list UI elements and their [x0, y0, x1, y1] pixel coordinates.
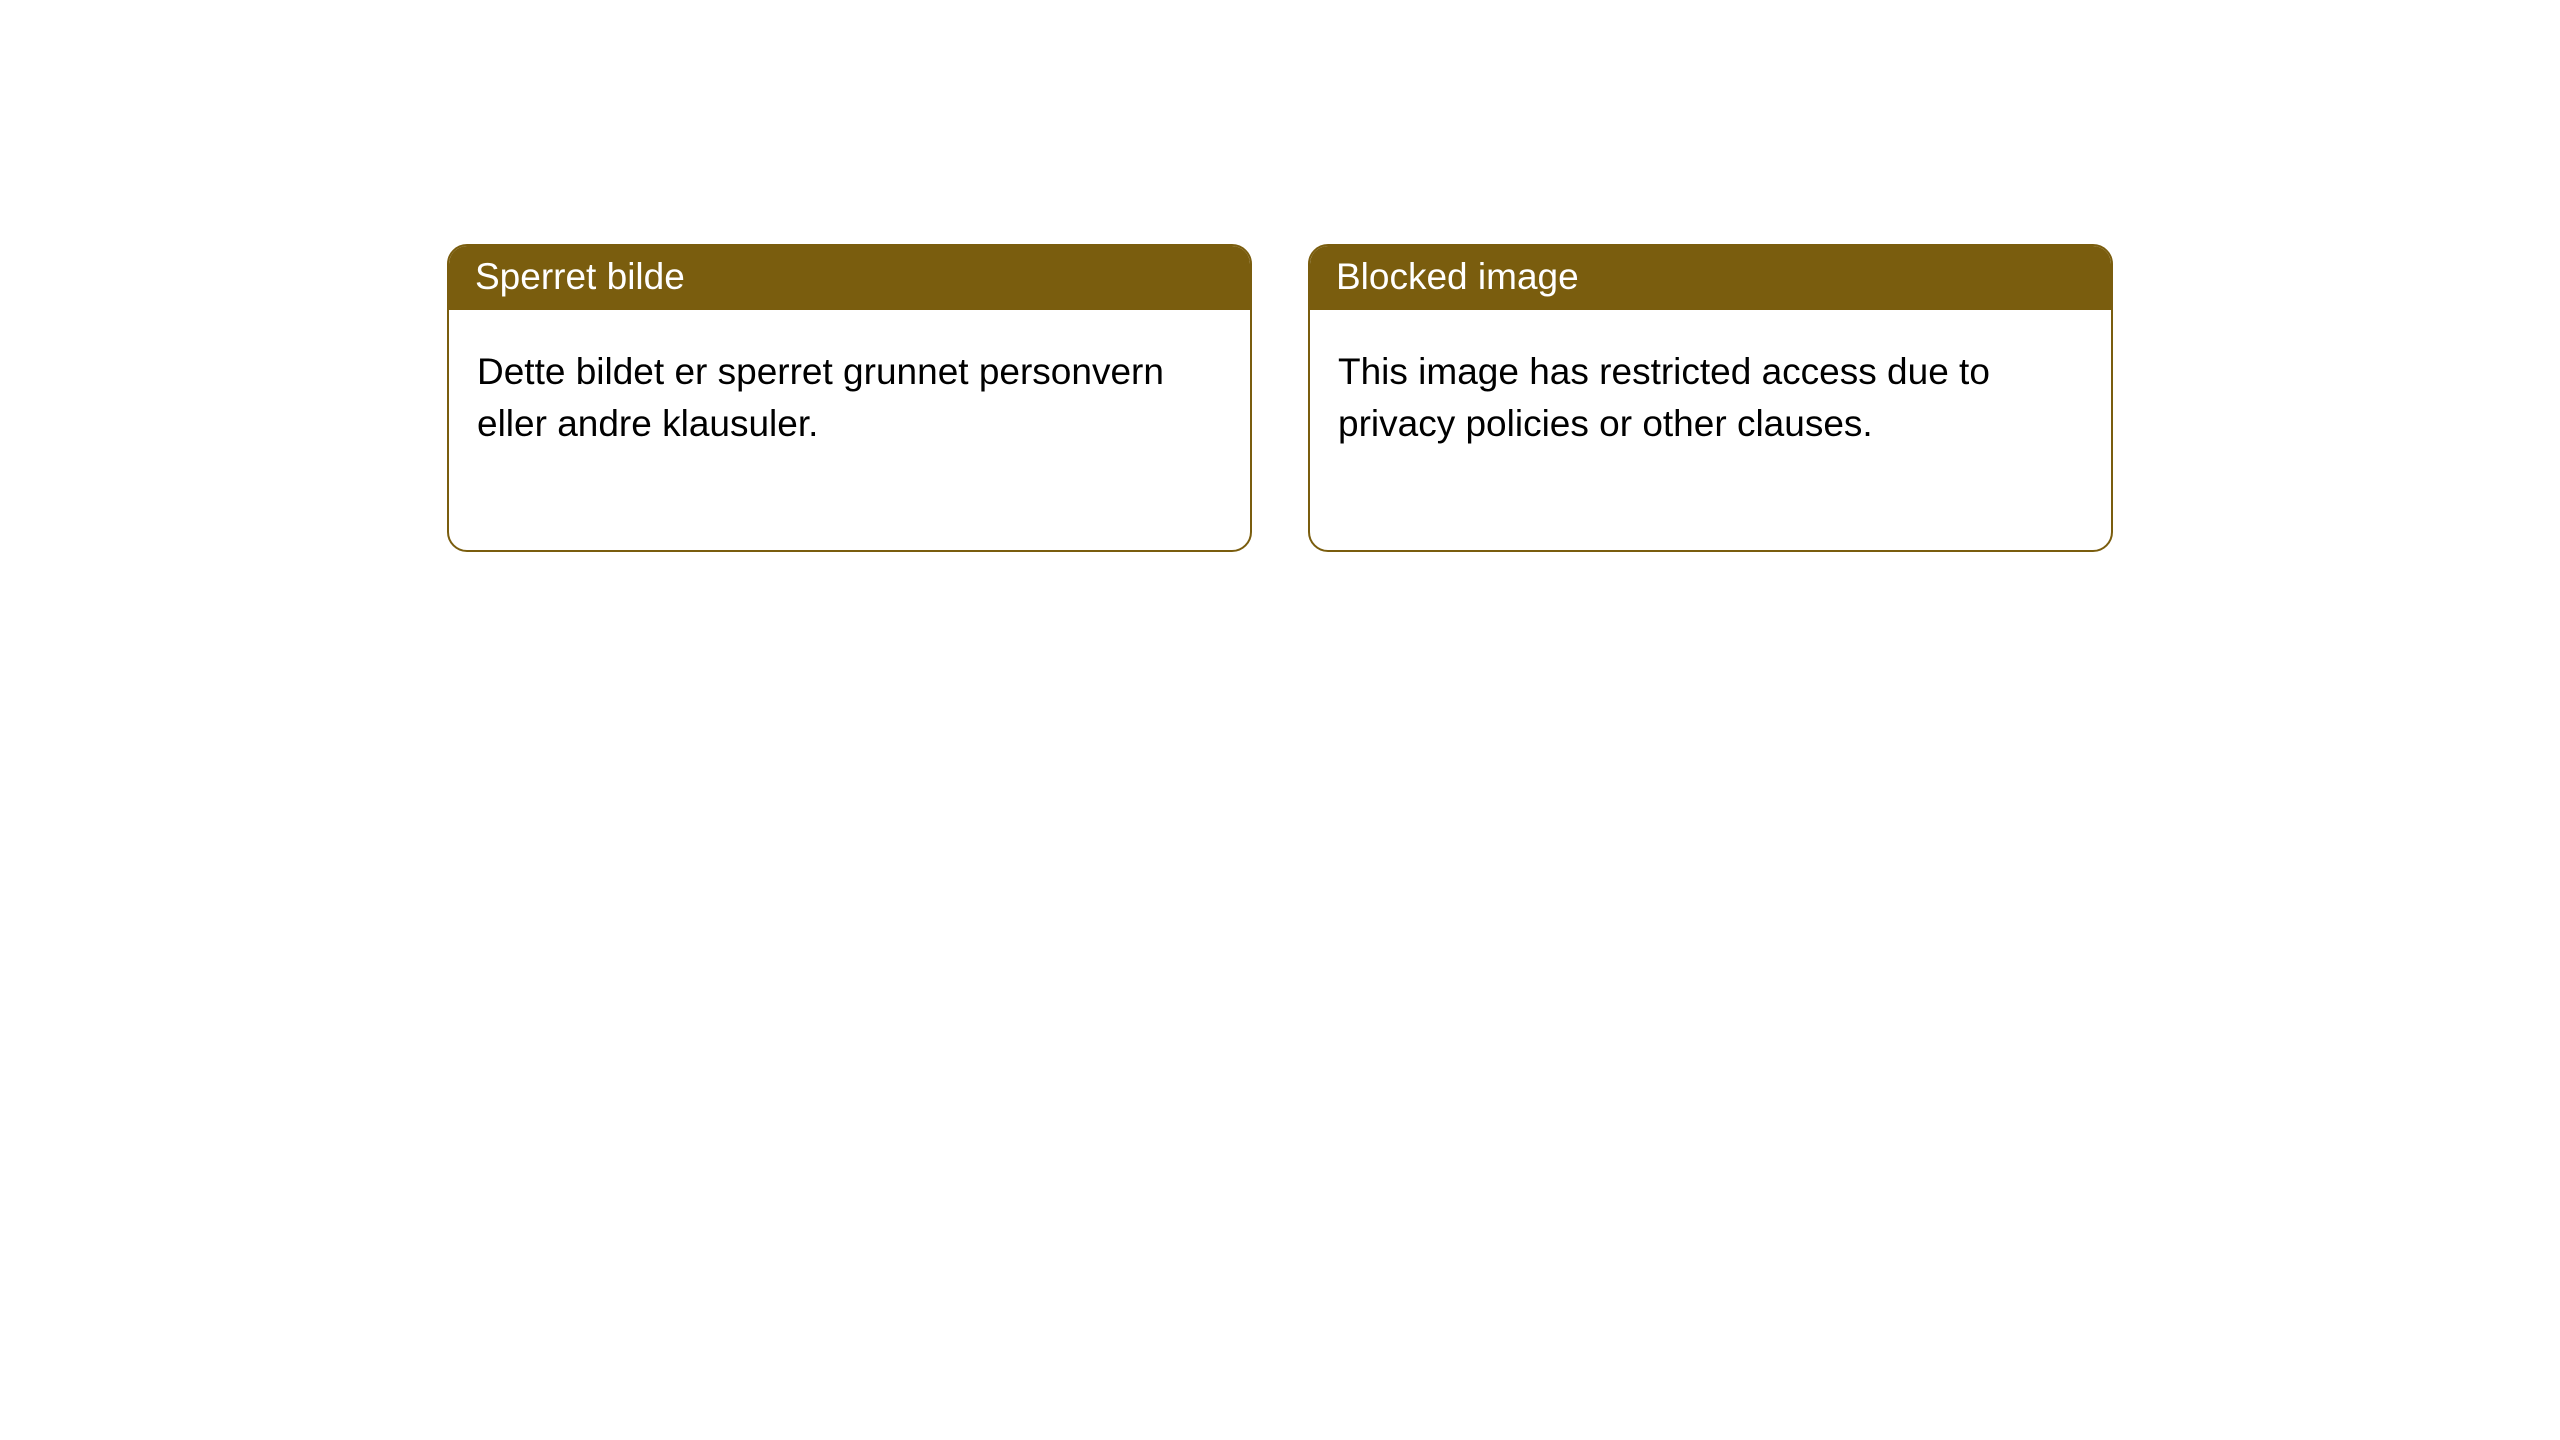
- card-title: Blocked image: [1310, 246, 2111, 310]
- card-body-text: Dette bildet er sperret grunnet personve…: [449, 310, 1250, 550]
- card-body-text: This image has restricted access due to …: [1310, 310, 2111, 550]
- card-title: Sperret bilde: [449, 246, 1250, 310]
- blocked-image-card-en: Blocked image This image has restricted …: [1308, 244, 2113, 552]
- notice-cards-row: Sperret bilde Dette bildet er sperret gr…: [0, 0, 2560, 552]
- blocked-image-card-no: Sperret bilde Dette bildet er sperret gr…: [447, 244, 1252, 552]
